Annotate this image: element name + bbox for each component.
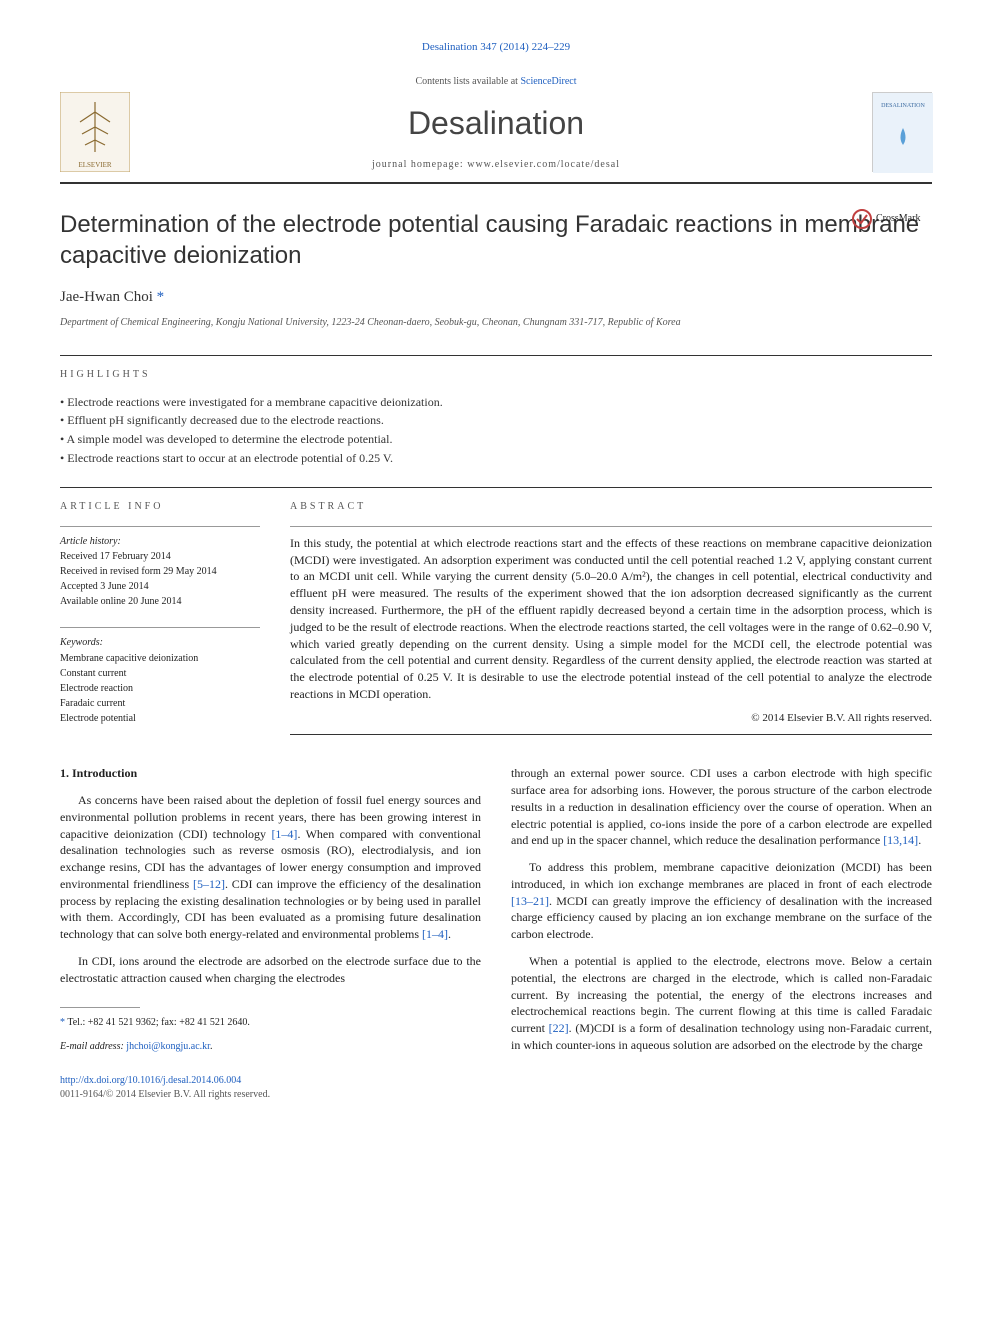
email-label: E-mail address:	[60, 1041, 124, 1052]
crossmark-label: CrossMark	[876, 212, 920, 226]
keywords-label: Keywords:	[60, 636, 260, 650]
article-title: Determination of the electrode potential…	[60, 209, 932, 271]
elsevier-tree-icon: ELSEVIER	[60, 92, 130, 172]
article-history-label: Article history:	[60, 535, 260, 549]
keyword-item: Constant current	[60, 667, 260, 681]
author-email-link[interactable]: jhchoi@kongju.ac.kr	[126, 1041, 210, 1052]
issn-copyright: 0011-9164/© 2014 Elsevier B.V. All right…	[60, 1089, 270, 1100]
para-text: through an external power source. CDI us…	[511, 766, 932, 847]
doi-block: http://dx.doi.org/10.1016/j.desal.2014.0…	[60, 1074, 481, 1102]
svg-text:DESALINATION: DESALINATION	[881, 103, 925, 109]
para-text: To address this problem, membrane capaci…	[511, 860, 932, 891]
elsevier-logo: ELSEVIER	[60, 92, 130, 172]
article-info-subrule	[60, 526, 260, 527]
email-footnote: E-mail address: jhchoi@kongju.ac.kr.	[60, 1040, 481, 1054]
article-info-column: ARTICLE INFO Article history: Received 1…	[60, 500, 260, 735]
history-item: Available online 20 June 2014	[60, 595, 260, 609]
contents-lists-line: Contents lists available at ScienceDirec…	[60, 75, 932, 89]
highlights-label: HIGHLIGHTS	[60, 368, 932, 382]
article-history: Article history: Received 17 February 20…	[60, 535, 260, 609]
intro-paragraph: through an external power source. CDI us…	[511, 765, 932, 849]
contents-prefix: Contents lists available at	[415, 76, 520, 87]
keyword-item: Electrode reaction	[60, 682, 260, 696]
article-info-label: ARTICLE INFO	[60, 500, 260, 514]
body-columns: 1. Introduction As concerns have been ra…	[60, 765, 932, 1102]
history-item: Received 17 February 2014	[60, 550, 260, 564]
abstract-bottom-rule	[290, 734, 932, 735]
keyword-item: Membrane capacitive deionization	[60, 652, 260, 666]
footnote-separator	[60, 1007, 140, 1008]
para-text: . MCDI can greatly improve the efficienc…	[511, 894, 932, 942]
highlights-list: Electrode reactions were investigated fo…	[60, 394, 932, 467]
abstract-column: ABSTRACT In this study, the potential at…	[290, 500, 932, 735]
ref-link[interactable]: [13–21]	[511, 894, 549, 908]
journal-homepage-line: journal homepage: www.elsevier.com/locat…	[60, 158, 932, 172]
info-abstract-rule	[60, 487, 932, 488]
sciencedirect-link[interactable]: ScienceDirect	[520, 76, 576, 87]
ref-link[interactable]: [13,14]	[883, 833, 918, 847]
ref-link[interactable]: [5–12]	[193, 877, 225, 891]
journal-cover-thumbnail: DESALINATION	[872, 92, 932, 172]
intro-paragraph: To address this problem, membrane capaci…	[511, 859, 932, 943]
intro-paragraph: When a potential is applied to the elect…	[511, 953, 932, 1054]
keyword-item: Faradaic current	[60, 697, 260, 711]
intro-paragraph: As concerns have been raised about the d…	[60, 792, 481, 943]
history-item: Received in revised form 29 May 2014	[60, 565, 260, 579]
author-line: Jae-Hwan Choi *	[60, 287, 932, 308]
highlight-item: A simple model was developed to determin…	[60, 431, 932, 448]
journal-ref-link[interactable]: Desalination 347 (2014) 224–229	[422, 41, 570, 53]
journal-title: Desalination	[60, 101, 932, 146]
abstract-copyright: © 2014 Elsevier B.V. All rights reserved…	[290, 711, 932, 726]
highlight-item: Electrode reactions start to occur at an…	[60, 450, 932, 467]
ref-link[interactable]: [1–4]	[271, 827, 297, 841]
abstract-subrule	[290, 526, 932, 527]
journal-ref-header: Desalination 347 (2014) 224–229	[60, 40, 932, 55]
doi-link[interactable]: http://dx.doi.org/10.1016/j.desal.2014.0…	[60, 1075, 241, 1086]
highlight-item: Electrode reactions were investigated fo…	[60, 394, 932, 411]
para-text: . (M)CDI is a form of desalination techn…	[511, 1021, 932, 1052]
intro-paragraph: In CDI, ions around the electrode are ad…	[60, 953, 481, 987]
footnote-tel: Tel.: +82 41 521 9362; fax: +82 41 521 2…	[67, 1017, 250, 1028]
para-text: .	[448, 927, 451, 941]
crossmark-icon	[852, 209, 872, 229]
svg-text:ELSEVIER: ELSEVIER	[78, 161, 111, 169]
ref-link[interactable]: [22]	[549, 1021, 569, 1035]
author-name: Jae-Hwan Choi	[60, 289, 153, 305]
keywords-block: Keywords: Membrane capacitive deionizati…	[60, 627, 260, 726]
intro-heading: 1. Introduction	[60, 765, 481, 782]
crossmark-badge[interactable]: CrossMark	[852, 209, 932, 229]
homepage-url: www.elsevier.com/locate/desal	[467, 159, 620, 170]
ref-link[interactable]: [1–4]	[422, 927, 448, 941]
journal-cover-icon: DESALINATION	[873, 93, 933, 173]
highlight-item: Effluent pH significantly decreased due …	[60, 412, 932, 429]
corresponding-footnote: * Tel.: +82 41 521 9362; fax: +82 41 521…	[60, 1016, 481, 1030]
affiliation: Department of Chemical Engineering, Kong…	[60, 316, 932, 330]
para-text: .	[918, 833, 921, 847]
article-header: CrossMark Determination of the electrode…	[60, 209, 932, 329]
keyword-item: Electrode potential	[60, 712, 260, 726]
masthead: ELSEVIER DESALINATION Contents lists ava…	[60, 75, 932, 184]
para-text: In CDI, ions around the electrode are ad…	[60, 954, 481, 985]
abstract-label: ABSTRACT	[290, 500, 932, 514]
corresponding-author-marker: *	[157, 289, 165, 305]
history-item: Accepted 3 June 2014	[60, 580, 260, 594]
keywords-subrule	[60, 627, 260, 628]
body-left-column: 1. Introduction As concerns have been ra…	[60, 765, 481, 1102]
info-abstract-row: ARTICLE INFO Article history: Received 1…	[60, 500, 932, 735]
abstract-text: In this study, the potential at which el…	[290, 535, 932, 703]
homepage-prefix: journal homepage:	[372, 159, 467, 170]
highlights-rule	[60, 355, 932, 356]
footnote-marker: *	[60, 1017, 65, 1028]
body-right-column: through an external power source. CDI us…	[511, 765, 932, 1102]
